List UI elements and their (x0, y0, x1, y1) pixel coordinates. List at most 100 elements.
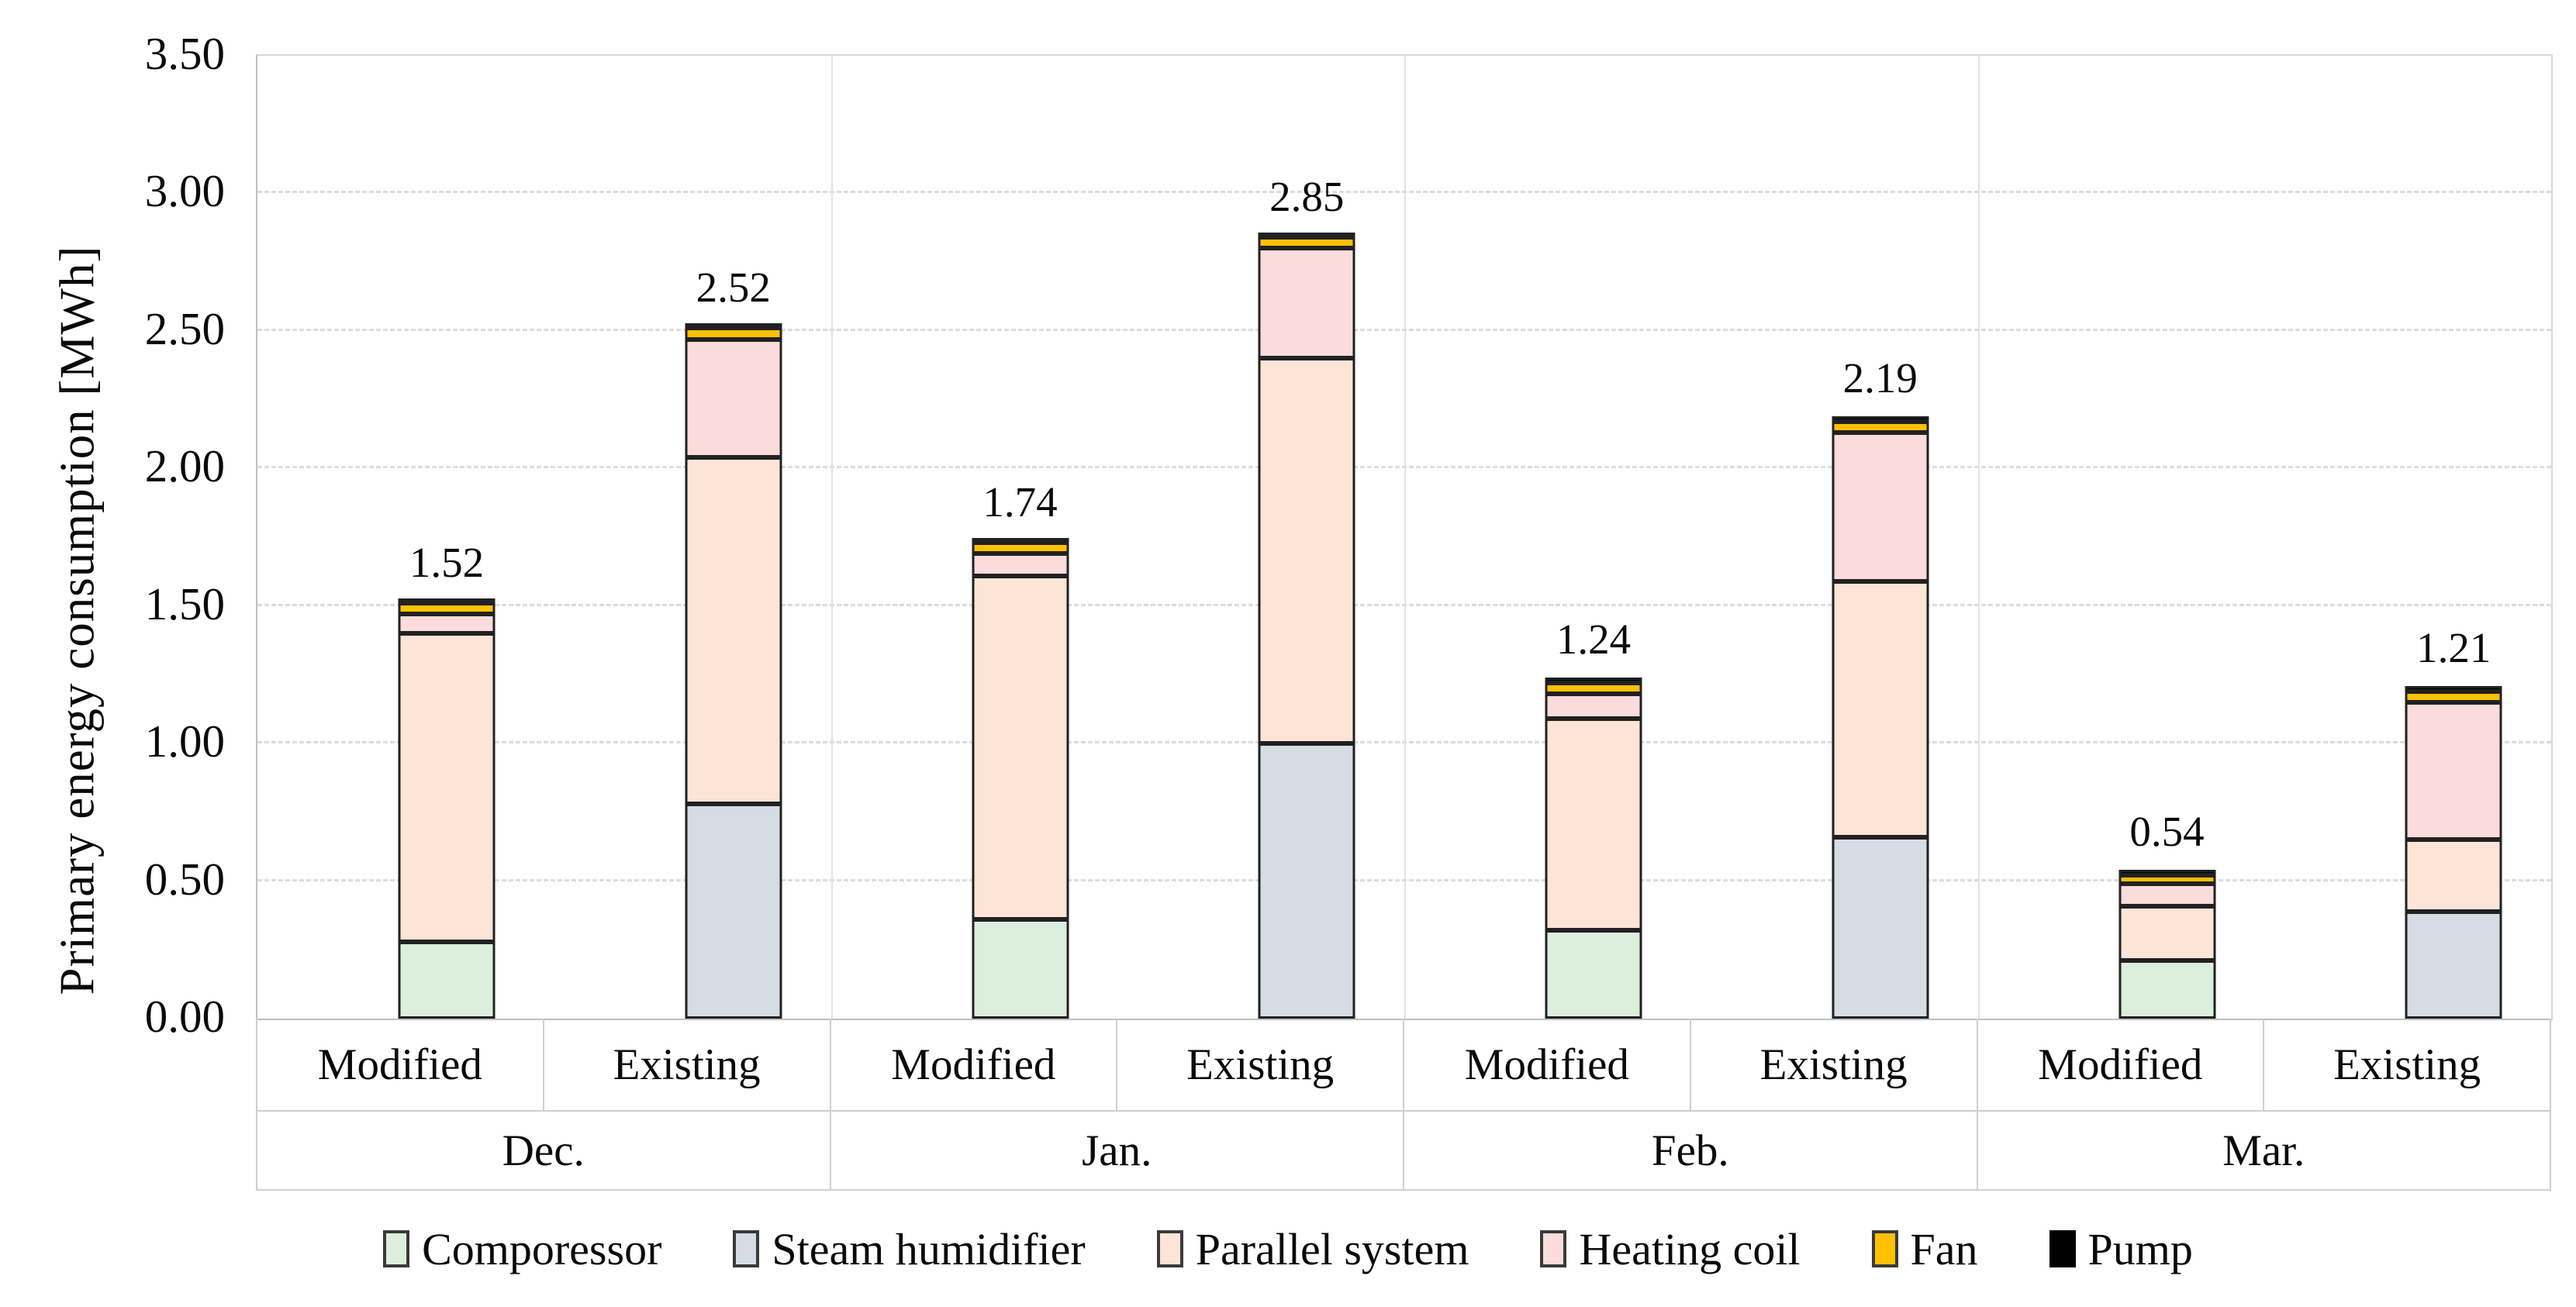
stacked-bar-mar-existing (2405, 56, 2502, 1019)
legend-item-pump: Pump (2049, 1223, 2193, 1275)
stacked-bar-jan-modified (972, 56, 1069, 1019)
bar-total-label: 2.52 (696, 263, 771, 311)
legend-swatch-icon (733, 1230, 760, 1267)
bar-total-label: 1.74 (982, 478, 1058, 526)
segment-steam-humidifier (2405, 911, 2502, 1019)
month-separator-line (1404, 56, 1406, 1019)
legend-swatch-icon (1871, 1230, 1898, 1267)
legend-item-parallel-system: Parallel system (1156, 1223, 1469, 1275)
bar-total-label: 1.21 (2416, 623, 2491, 671)
segment-fan (1258, 237, 1355, 249)
segment-heating-coil (1545, 694, 1642, 719)
scenario-label-cell: Existing (1691, 1019, 1978, 1110)
segment-parallel-system (1832, 581, 1929, 837)
legend-item-fan: Fan (1871, 1223, 1978, 1275)
segment-parallel-system (398, 633, 496, 942)
y-tick-label: 3.00 (144, 165, 225, 217)
segment-comporessor (398, 941, 496, 1019)
segment-parallel-system (1545, 719, 1642, 931)
legend-label: Comporessor (422, 1223, 662, 1274)
month-separator-line (1977, 56, 1980, 1019)
legend-item-steam-humidifier: Steam humidifier (733, 1223, 1086, 1275)
stacked-bar-dec-existing (685, 56, 782, 1019)
bar-total-label: 2.19 (1842, 353, 1918, 402)
legend-swatch-icon (1156, 1230, 1183, 1267)
y-tick-label: 3.50 (144, 28, 225, 79)
segment-fan (1545, 683, 1642, 695)
scenario-label-cell: Modified (1404, 1019, 1691, 1110)
y-tick-label: 2.00 (144, 440, 225, 492)
segment-pump (2405, 685, 2502, 691)
segment-fan (2405, 691, 2502, 702)
month-label-row: Dec. Jan. Feb. Mar. (257, 1112, 2550, 1189)
segment-heating-coil (972, 553, 1069, 576)
segment-pump (1545, 677, 1642, 684)
segment-pump (2118, 870, 2216, 876)
y-tick-label: 0.50 (144, 853, 225, 905)
legend-swatch-icon (2049, 1230, 2076, 1267)
month-label-cell: Jan. (831, 1112, 1404, 1189)
segment-steam-humidifier (1832, 836, 1929, 1019)
bar-total-label: 1.24 (1556, 615, 1632, 663)
category-axis-table: Modified Existing Modified Existing Modified… (256, 1019, 2551, 1191)
month-label-cell: Dec. (257, 1112, 831, 1189)
month-separator-line (830, 56, 833, 1019)
segment-comporessor (972, 919, 1069, 1019)
stacked-bar-mar-modified (2118, 56, 2216, 1019)
legend-label: Parallel system (1195, 1223, 1469, 1274)
segment-comporessor (2118, 960, 2216, 1019)
segment-parallel-system (2405, 840, 2502, 912)
segment-heating-coil (1258, 248, 1355, 359)
segment-pump (398, 598, 496, 604)
y-tick-label: 2.50 (144, 302, 225, 354)
segment-pump (1832, 416, 1929, 422)
segment-heating-coil (2118, 884, 2216, 906)
legend-swatch-icon (1540, 1230, 1567, 1267)
stacked-bar-feb-modified (1545, 56, 1642, 1019)
scenario-label-cell: Modified (1978, 1019, 2265, 1110)
scenario-label-cell: Existing (544, 1019, 831, 1110)
month-label-cell: Mar. (2222, 1126, 2305, 1175)
segment-fan (398, 603, 496, 615)
stacked-bar-jan-existing (1258, 56, 1355, 1019)
plot-area: 1.52 2.52 1.74 2.85 1.24 2.19 0.54 1.21 (256, 54, 2553, 1020)
scenario-label-cell: Modified (257, 1019, 544, 1110)
bar-total-label: 2.85 (1269, 172, 1345, 220)
scenario-label-cell: Existing (2333, 1040, 2481, 1089)
segment-pump (972, 538, 1069, 543)
legend-label: Heating coil (1579, 1223, 1801, 1274)
segment-heating-coil (2405, 702, 2502, 840)
segment-fan (972, 543, 1069, 554)
scenario-label-row: Modified Existing Modified Existing Modified… (257, 1019, 2550, 1112)
segment-heating-coil (685, 339, 782, 458)
bar-total-label: 0.54 (2129, 808, 2205, 856)
segment-heating-coil (1832, 433, 1929, 581)
segment-parallel-system (972, 575, 1069, 920)
segment-parallel-system (1258, 358, 1355, 744)
segment-fan (1832, 421, 1929, 433)
chart-legend: Comporessor Steam humidifier Parallel syst… (0, 1206, 2576, 1291)
legend-item-heating-coil: Heating coil (1540, 1223, 1801, 1275)
legend-swatch-icon (383, 1230, 410, 1267)
stacked-bar-feb-existing (1832, 56, 1929, 1019)
segment-parallel-system (2118, 905, 2216, 961)
segment-comporessor (1545, 930, 1642, 1019)
segment-pump (1258, 233, 1355, 238)
y-tick-label: 1.50 (144, 578, 225, 629)
segment-parallel-system (685, 457, 782, 805)
y-tick-label: 0.00 (144, 991, 225, 1042)
stacked-bar-dec-modified (398, 56, 496, 1019)
segment-steam-humidifier (1258, 743, 1355, 1019)
segment-pump (685, 323, 782, 329)
legend-label: Steam humidifier (772, 1223, 1086, 1274)
y-tick-label: 1.00 (144, 716, 225, 767)
legend-label: Pump (2087, 1223, 2193, 1274)
legend-label: Fan (1910, 1223, 1978, 1274)
segment-steam-humidifier (685, 804, 782, 1019)
scenario-label-cell: Existing (1117, 1019, 1404, 1110)
segment-fan (2118, 875, 2216, 885)
bar-total-label: 1.52 (409, 538, 485, 586)
segment-fan (685, 328, 782, 340)
scenario-label-cell: Modified (831, 1019, 1118, 1110)
